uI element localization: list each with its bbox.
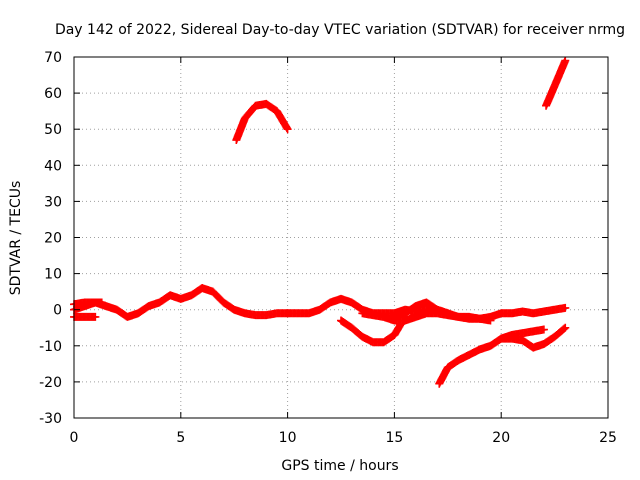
data-point-fill xyxy=(560,324,569,333)
series-track-4 xyxy=(232,99,292,145)
series-track-10 xyxy=(497,323,570,352)
x-axis-title: GPS time / hours xyxy=(281,458,398,474)
data-point xyxy=(561,323,570,332)
chart-title: Day 142 of 2022, Sidereal Day-to-day VTE… xyxy=(55,22,625,38)
x-tick-label: 0 xyxy=(70,430,79,446)
x-tick-label: 5 xyxy=(176,430,185,446)
y-tick-label: 20 xyxy=(44,231,62,247)
data-point xyxy=(561,56,570,65)
data-points xyxy=(70,56,570,388)
y-tick-label: 0 xyxy=(53,303,62,319)
y-tick-label: 70 xyxy=(44,50,62,66)
y-tick-label: 60 xyxy=(44,86,62,102)
y-tick-label: -20 xyxy=(39,375,62,391)
data-point xyxy=(539,325,548,334)
y-tick-label: -10 xyxy=(39,339,62,355)
data-point xyxy=(283,125,292,134)
y-tick-label: 40 xyxy=(44,158,62,174)
y-tick-label: 30 xyxy=(44,194,62,210)
grid xyxy=(74,57,608,418)
series-track-11 xyxy=(542,56,570,110)
x-tick-label: 10 xyxy=(279,430,297,446)
series-track-8 xyxy=(390,298,452,321)
x-tick-label: 25 xyxy=(599,430,617,446)
y-tick-label: 50 xyxy=(44,122,62,138)
y-tick-label: -30 xyxy=(39,411,62,427)
y-tick-label: 10 xyxy=(44,267,62,283)
data-point xyxy=(486,316,495,325)
x-tick-label: 20 xyxy=(492,430,510,446)
data-point xyxy=(97,298,106,307)
axis-ticks: 0 5 10 15 20 25 -30 -20 -10 0 10 20 30 40 50 60 70 xyxy=(39,50,617,446)
data-point xyxy=(443,309,452,318)
x-tick-label: 15 xyxy=(385,430,403,446)
series-track-6 xyxy=(337,316,405,347)
data-point xyxy=(561,303,570,312)
y-axis-title: SDTVAR / TECUs xyxy=(8,181,24,296)
data-point xyxy=(91,312,100,321)
